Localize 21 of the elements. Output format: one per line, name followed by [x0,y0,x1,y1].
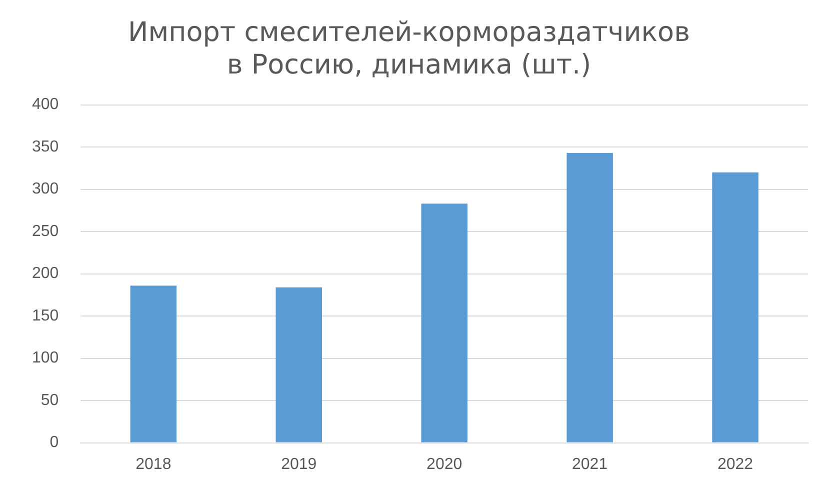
x-tick-label: 2021 [572,456,608,473]
x-tick-label: 2018 [136,456,172,473]
x-tick-label: 2022 [717,456,754,473]
text: Импорт смесителей-кормораздатчиков [128,17,690,48]
y-tick-label: 300 [32,180,59,198]
bar [421,204,468,442]
text: в Россию, динамика (шт.) [226,50,592,81]
y-tick-label: 400 [32,96,59,114]
y-tick-label: 200 [32,265,59,282]
y-tick-label: 0 [50,434,59,452]
bar [566,152,613,442]
x-tick-label: 2019 [281,456,317,473]
y-tick-label: 250 [32,222,59,240]
bar [276,287,322,442]
y-tick-label: 50 [40,392,59,409]
bar [712,172,758,442]
x-tick-label: 2020 [426,456,462,473]
bar [130,286,177,442]
y-tick-label: 100 [32,350,59,367]
y-tick-label: 350 [32,138,59,156]
y-tick-label: 150 [32,307,59,324]
